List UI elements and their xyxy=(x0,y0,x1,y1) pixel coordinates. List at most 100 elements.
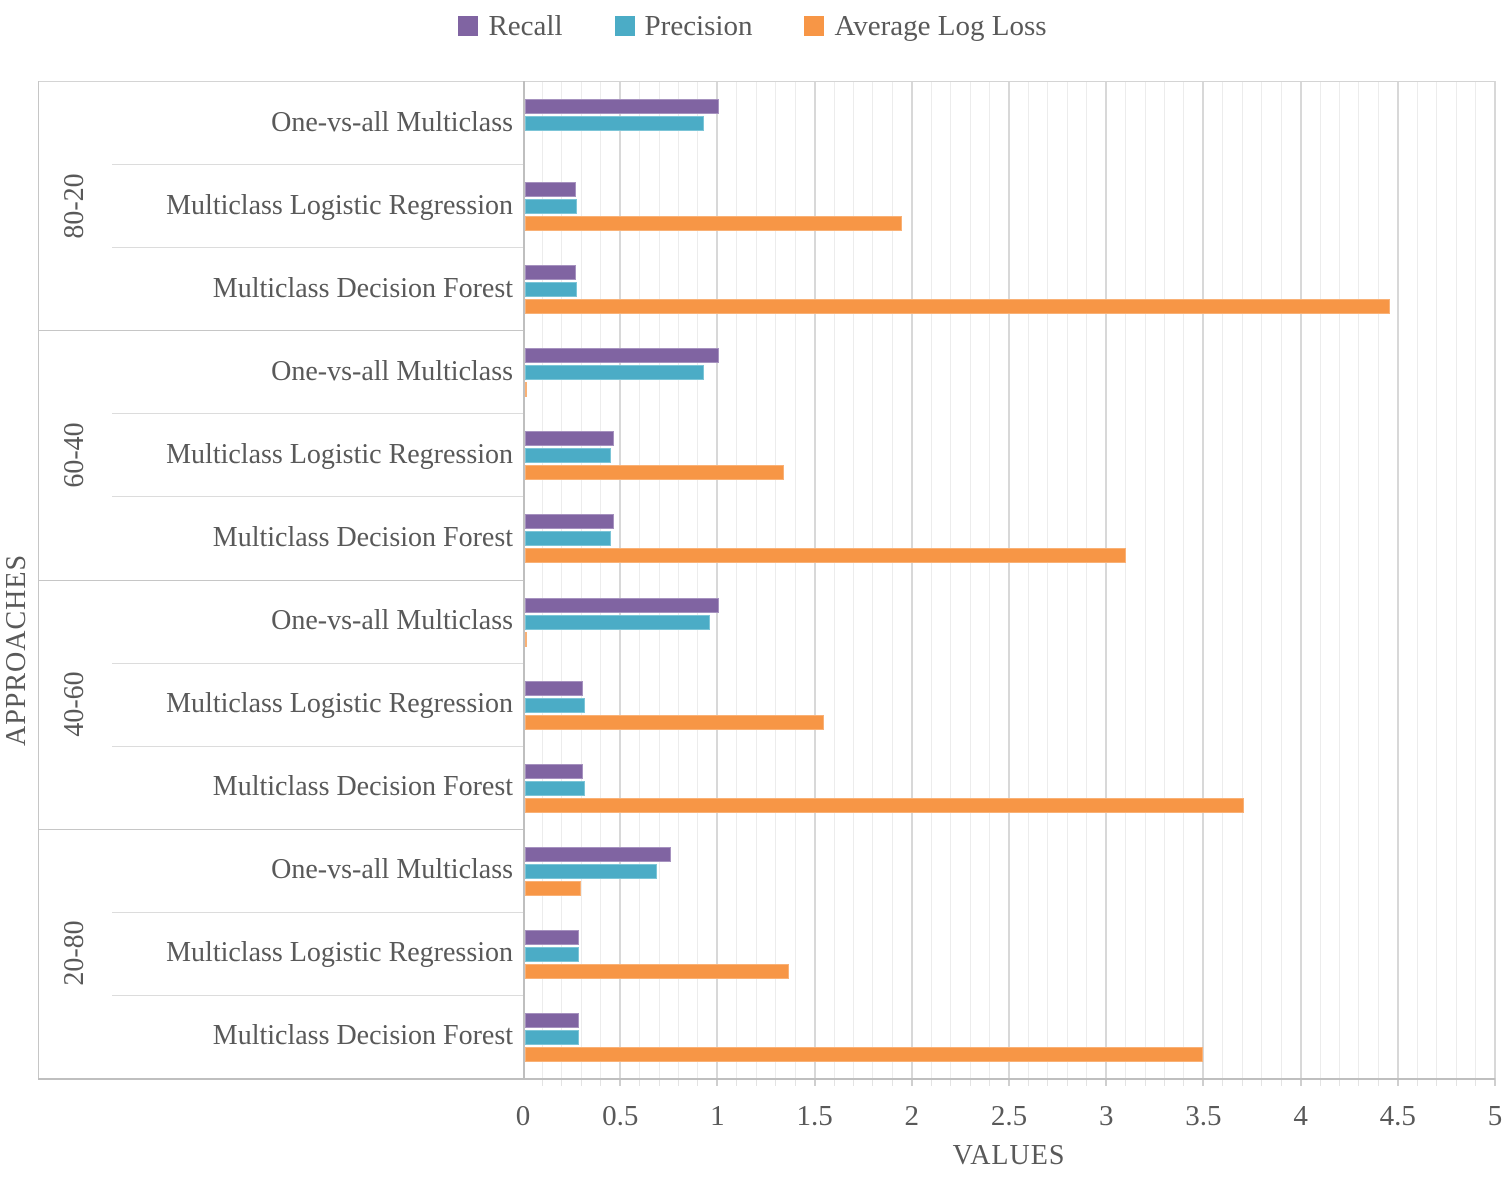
bar-logloss xyxy=(525,631,527,647)
x-tick-label: 0 xyxy=(515,1100,531,1132)
legend-swatch-logloss-icon xyxy=(804,16,825,36)
legend-item-recall: Recall xyxy=(458,9,563,42)
bar-recall xyxy=(525,99,720,114)
minor-gridline xyxy=(541,81,543,1078)
legend-item-precision: Precision xyxy=(614,9,753,42)
x-tick-label: 3 xyxy=(1098,1100,1114,1132)
row-separator xyxy=(112,247,523,248)
bar-recall xyxy=(525,348,720,364)
x-tick-label: 4 xyxy=(1293,1100,1308,1132)
x-tick-label: 1.5 xyxy=(796,1100,833,1132)
x-tick-label: 3.5 xyxy=(1185,1100,1222,1132)
minor-gridline xyxy=(1261,81,1263,1078)
group-separator xyxy=(38,829,523,830)
minor-gridline xyxy=(1358,81,1360,1078)
chart-legend: Recall Precision Average Log Loss xyxy=(0,6,1505,46)
x-axis-tick xyxy=(872,1078,874,1086)
minor-gridline xyxy=(755,81,757,1078)
x-axis-tick xyxy=(1494,1078,1496,1086)
x-axis-tick xyxy=(639,1078,641,1086)
row-label: Multiclass Decision Forest xyxy=(212,1020,513,1052)
x-axis-tick xyxy=(736,1078,738,1086)
group-label: 40-60 xyxy=(59,671,90,737)
row-separator xyxy=(112,995,523,996)
minor-gridline xyxy=(658,81,660,1078)
legend-item-logloss: Average Log Loss xyxy=(804,11,1047,41)
row-label: Multiclass Logistic Regression xyxy=(166,438,513,470)
major-gridline xyxy=(1202,81,1205,1078)
group-label: 20-80 xyxy=(59,920,90,987)
x-axis-tick xyxy=(813,1078,816,1086)
row-label: Multiclass Logistic Regression xyxy=(166,688,513,720)
legend-label-precision: Precision xyxy=(644,9,753,42)
label-area-left-border xyxy=(38,81,39,1078)
bar-logloss xyxy=(525,382,527,398)
bar-recall xyxy=(525,680,584,696)
row-label: One-vs-all Multiclass xyxy=(271,106,513,138)
major-gridline xyxy=(1105,81,1108,1078)
major-gridline xyxy=(716,81,719,1078)
minor-gridline xyxy=(1455,81,1457,1078)
minor-gridline xyxy=(833,81,835,1078)
bar-precision xyxy=(525,116,704,131)
minor-gridline xyxy=(1144,81,1146,1078)
bar-recall xyxy=(525,929,580,945)
row-separator xyxy=(112,746,523,747)
x-axis-tick xyxy=(1338,1078,1340,1086)
bar-precision xyxy=(525,531,611,547)
x-axis-tick xyxy=(1299,1078,1302,1086)
bar-logloss xyxy=(525,880,582,896)
row-label: Multiclass Decision Forest xyxy=(212,521,513,553)
row-separator xyxy=(112,164,523,165)
bar-recall xyxy=(525,431,615,447)
x-axis-tick xyxy=(1066,1078,1068,1086)
x-axis-tick xyxy=(1436,1078,1438,1086)
bar-recall xyxy=(525,182,576,198)
minor-gridline xyxy=(1377,81,1379,1078)
minor-gridline xyxy=(1475,81,1477,1078)
bar-recall xyxy=(525,597,720,613)
major-gridline xyxy=(910,81,913,1078)
minor-gridline xyxy=(891,81,893,1078)
x-axis-tick xyxy=(678,1078,680,1086)
x-axis-tick xyxy=(755,1078,757,1086)
bar-logloss xyxy=(525,548,1126,564)
minor-gridline xyxy=(950,81,952,1078)
row-separator xyxy=(112,413,523,414)
major-gridline xyxy=(1299,81,1302,1078)
legend-label-recall: Recall xyxy=(488,9,563,42)
bar-logloss xyxy=(525,299,1391,315)
group-separator xyxy=(38,330,523,331)
x-axis-tick xyxy=(541,1078,543,1086)
x-axis-tick xyxy=(910,1078,913,1086)
x-axis-tick xyxy=(1261,1078,1263,1086)
x-axis-tick xyxy=(1183,1078,1185,1086)
minor-gridline xyxy=(1086,81,1088,1078)
minor-gridline xyxy=(969,81,971,1078)
x-tick-label: 2 xyxy=(904,1100,920,1132)
x-axis-tick xyxy=(1047,1078,1049,1086)
bar-precision xyxy=(525,448,611,464)
minor-gridline xyxy=(1183,81,1185,1078)
x-tick-label: 0.5 xyxy=(602,1100,639,1132)
minor-gridline xyxy=(1164,81,1166,1078)
minor-gridline xyxy=(794,81,796,1078)
minor-gridline xyxy=(989,81,991,1078)
group-separator xyxy=(38,580,523,581)
x-axis-tick xyxy=(1358,1078,1360,1086)
minor-gridline xyxy=(1241,81,1243,1078)
minor-gridline xyxy=(600,81,602,1078)
chart-top-border xyxy=(38,81,1495,82)
minor-gridline xyxy=(1416,81,1418,1078)
x-tick-label: 4.5 xyxy=(1379,1100,1416,1132)
x-axis-tick xyxy=(619,1078,622,1086)
minor-gridline xyxy=(678,81,680,1078)
x-axis-tick xyxy=(1377,1078,1379,1086)
x-axis-tick xyxy=(891,1078,893,1086)
x-axis-tick xyxy=(600,1078,602,1086)
major-gridline xyxy=(813,81,816,1078)
minor-gridline xyxy=(736,81,738,1078)
minor-gridline xyxy=(1338,81,1340,1078)
legend-swatch-recall-icon xyxy=(458,16,479,36)
